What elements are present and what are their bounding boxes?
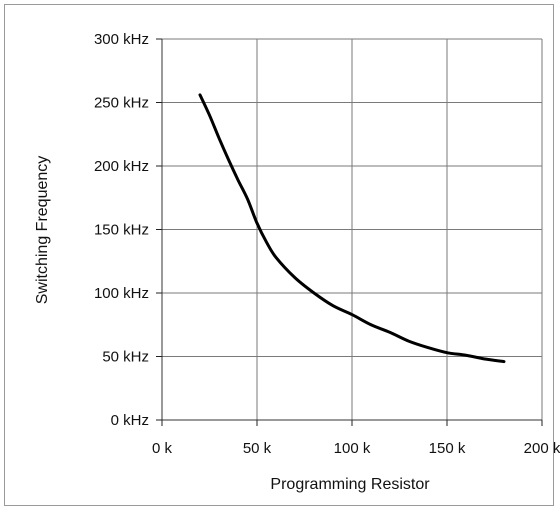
x-tick-label: 150 k (429, 440, 466, 457)
x-tick-label: 100 k (334, 440, 371, 457)
y-tick-label: 50 kHz (102, 349, 149, 366)
frequency-curve (198, 93, 506, 364)
x-tick-label: 200 k (524, 440, 560, 457)
y-tick-label: 300 kHz (94, 31, 149, 48)
y-tick-label: 250 kHz (94, 95, 149, 112)
x-tick-label: 0 k (152, 440, 173, 457)
grid-lines (161, 38, 543, 421)
y-tick-label: 0 kHz (111, 412, 149, 429)
chart-frame (4, 4, 554, 506)
x-tick-label: 50 k (243, 440, 272, 457)
x-axis-label: Programming Resistor (270, 476, 430, 493)
axis-ticks: 0 kHz 50 kHz 100 kHz 150 kHz 200 kHz 250 kHz 3… (94, 31, 560, 457)
series-layer (198, 93, 506, 364)
y-tick-label: 100 kHz (94, 285, 149, 302)
y-tick-label: 150 kHz (94, 222, 149, 239)
y-tick-label: 200 kHz (94, 158, 149, 175)
y-axis-label: Switching Frequency (34, 156, 51, 305)
